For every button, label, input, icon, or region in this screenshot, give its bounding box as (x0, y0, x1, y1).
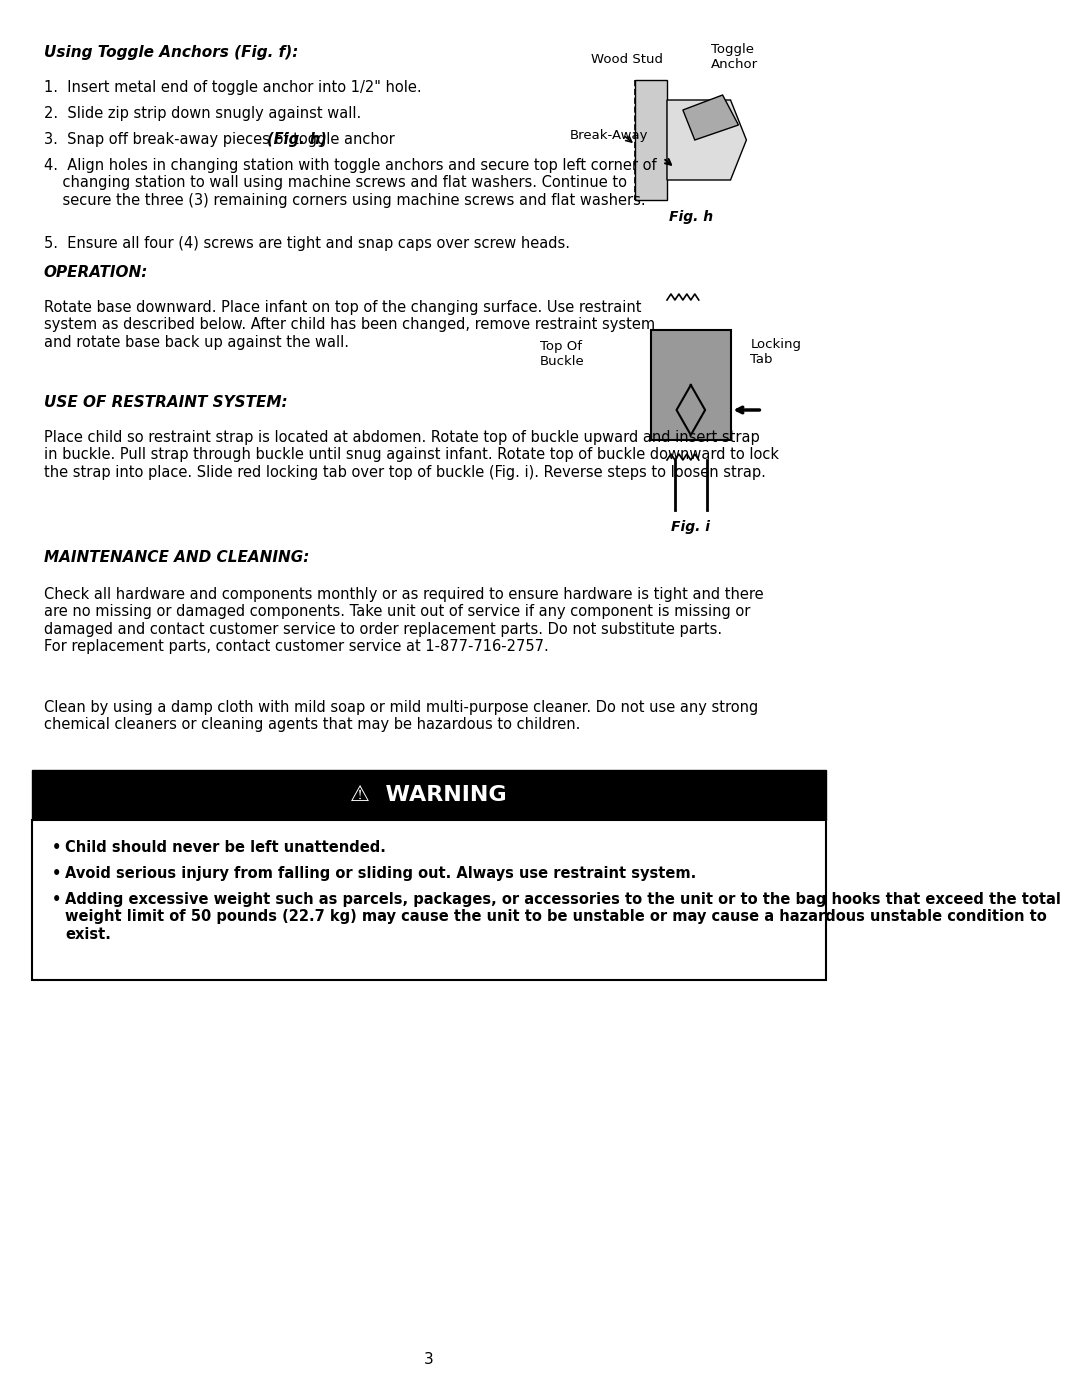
Text: USE OF RESTRAINT SYSTEM:: USE OF RESTRAINT SYSTEM: (43, 395, 287, 409)
Polygon shape (667, 101, 746, 180)
Text: 3.  Snap off break-away pieces of toggle anchor: 3. Snap off break-away pieces of toggle … (43, 131, 399, 147)
Text: •: • (52, 866, 60, 882)
Text: (Fig. h): (Fig. h) (267, 131, 326, 147)
Text: Clean by using a damp cloth with mild soap or mild multi-purpose cleaner. Do not: Clean by using a damp cloth with mild so… (43, 700, 758, 732)
Text: Rotate base downward. Place infant on top of the changing surface. Use restraint: Rotate base downward. Place infant on to… (43, 300, 654, 349)
Text: Top Of
Buckle: Top Of Buckle (540, 339, 584, 367)
Text: ⚠  WARNING: ⚠ WARNING (351, 785, 508, 805)
Text: MAINTENANCE AND CLEANING:: MAINTENANCE AND CLEANING: (43, 550, 309, 564)
Text: Adding excessive weight such as parcels, packages, or accessories to the unit or: Adding excessive weight such as parcels,… (65, 893, 1061, 942)
Text: Place child so restraint strap is located at abdomen. Rotate top of buckle upwar: Place child so restraint strap is locate… (43, 430, 779, 479)
Text: Check all hardware and components monthly or as required to ensure hardware is t: Check all hardware and components monthl… (43, 587, 764, 654)
Text: Locking
Tab: Locking Tab (751, 338, 801, 366)
Text: Wood Stud: Wood Stud (592, 53, 663, 66)
Text: Using Toggle Anchors (Fig. f):: Using Toggle Anchors (Fig. f): (43, 45, 298, 60)
Text: 5.  Ensure all four (4) screws are tight and snap caps over screw heads.: 5. Ensure all four (4) screws are tight … (43, 236, 569, 251)
Text: Break-Away: Break-Away (570, 129, 649, 141)
Text: Fig. i: Fig. i (672, 520, 711, 534)
Text: Toggle
Anchor: Toggle Anchor (711, 43, 758, 71)
Text: Child should never be left unattended.: Child should never be left unattended. (65, 840, 386, 855)
Text: 3: 3 (424, 1352, 434, 1368)
Text: OPERATION:: OPERATION: (43, 265, 148, 279)
Text: •: • (52, 840, 60, 855)
Bar (31, 820, 826, 981)
Text: Avoid serious injury from falling or sliding out. Always use restraint system.: Avoid serious injury from falling or sli… (65, 866, 697, 882)
Polygon shape (635, 80, 667, 200)
Text: Fig. h: Fig. h (669, 210, 713, 224)
Text: 1.  Insert metal end of toggle anchor into 1/2" hole.: 1. Insert metal end of toggle anchor int… (43, 80, 421, 95)
Text: 2.  Slide zip strip down snugly against wall.: 2. Slide zip strip down snugly against w… (43, 106, 361, 122)
Text: •: • (52, 893, 60, 907)
Bar (31, 770, 826, 820)
Polygon shape (683, 95, 739, 140)
Bar (651, 330, 730, 440)
Text: 4.  Align holes in changing station with toggle anchors and secure top left corn: 4. Align holes in changing station with … (43, 158, 657, 208)
